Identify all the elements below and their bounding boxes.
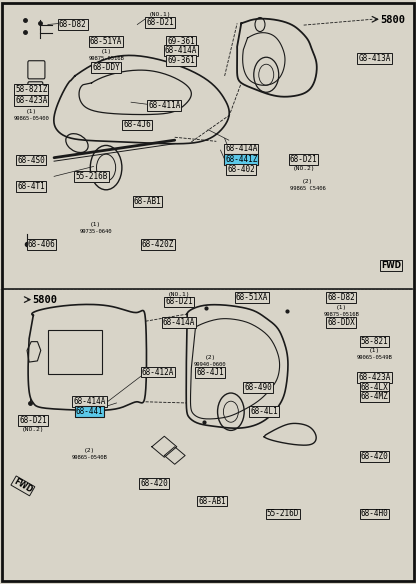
Text: 68-4L1: 68-4L1	[250, 407, 278, 416]
Text: 5800: 5800	[32, 295, 57, 305]
Text: (NO.2): (NO.2)	[22, 427, 45, 432]
Text: 68-D21: 68-D21	[290, 155, 317, 164]
Text: 68-4J6: 68-4J6	[124, 120, 151, 130]
Text: (1): (1)	[369, 349, 380, 353]
Text: 69-361: 69-361	[167, 55, 195, 65]
Text: FWD: FWD	[381, 261, 401, 270]
Text: 68-406: 68-406	[28, 239, 55, 249]
FancyBboxPatch shape	[28, 82, 43, 98]
Text: (NO.2): (NO.2)	[292, 166, 315, 171]
Text: 68-AB1: 68-AB1	[198, 496, 226, 506]
Text: (2): (2)	[302, 179, 314, 183]
Text: 68-D82: 68-D82	[59, 20, 87, 29]
Text: 68-441Z: 68-441Z	[225, 155, 258, 164]
Text: (1): (1)	[90, 223, 102, 227]
Text: 99735-0640: 99735-0640	[79, 230, 112, 234]
Text: 68-414A: 68-414A	[225, 144, 258, 154]
Text: 68-420Z: 68-420Z	[142, 239, 174, 249]
Text: 68-423A: 68-423A	[358, 373, 391, 383]
Text: 68-51XA: 68-51XA	[235, 293, 268, 303]
Text: 68-4MZ: 68-4MZ	[361, 392, 388, 401]
Text: 68-411A: 68-411A	[148, 100, 181, 110]
Text: 68-51YA: 68-51YA	[90, 37, 122, 46]
Text: 99875-0516B: 99875-0516B	[88, 56, 124, 61]
Text: (1): (1)	[100, 49, 112, 54]
Text: 68-D82: 68-D82	[327, 293, 355, 303]
Text: (1): (1)	[25, 109, 37, 114]
Text: 68-4LX: 68-4LX	[361, 383, 388, 392]
Text: (NO.1): (NO.1)	[168, 293, 190, 297]
Text: FWD: FWD	[12, 477, 34, 495]
Text: 68-423A: 68-423A	[15, 96, 47, 105]
Text: 68-412A: 68-412A	[142, 367, 174, 377]
Text: 55-216B: 55-216B	[75, 172, 108, 181]
Text: 68-490: 68-490	[244, 383, 272, 392]
Text: 99865-0540B: 99865-0540B	[72, 456, 107, 460]
Text: 68-4T1: 68-4T1	[17, 182, 45, 191]
Text: 68-DDX: 68-DDX	[327, 318, 355, 327]
Text: 99940-0600: 99940-0600	[194, 362, 226, 367]
Text: 68-4H0: 68-4H0	[361, 509, 388, 519]
Text: 68-414A: 68-414A	[165, 46, 197, 55]
Text: 58-821Z: 58-821Z	[15, 85, 47, 94]
Text: 5800: 5800	[381, 15, 406, 25]
Text: 68-4J1: 68-4J1	[196, 368, 224, 377]
Text: 68-D21: 68-D21	[20, 416, 47, 425]
Text: 68-4S0: 68-4S0	[17, 155, 45, 165]
Text: G8-413A: G8-413A	[358, 54, 391, 63]
Text: (NO.1): (NO.1)	[149, 12, 171, 17]
Text: 68-AB1: 68-AB1	[134, 197, 161, 206]
Text: 68-420: 68-420	[140, 479, 168, 488]
Text: 99875-0516B: 99875-0516B	[323, 312, 359, 317]
Text: 99865 C5406: 99865 C5406	[290, 186, 326, 190]
Text: 99865-05400: 99865-05400	[13, 116, 49, 121]
Text: 68-441: 68-441	[76, 407, 103, 416]
Text: 68-DDY: 68-DDY	[92, 63, 120, 72]
Text: 68-402: 68-402	[228, 165, 255, 174]
Text: 68-D21: 68-D21	[165, 297, 193, 307]
Text: (1): (1)	[335, 305, 347, 310]
Text: 99065-0549B: 99065-0549B	[357, 356, 392, 360]
Text: 68-414A: 68-414A	[73, 397, 106, 406]
Text: (2): (2)	[204, 355, 216, 360]
Text: 68-D21: 68-D21	[146, 18, 174, 27]
Text: 69-361: 69-361	[167, 37, 195, 46]
Text: (2): (2)	[84, 449, 95, 453]
Text: 68-414A: 68-414A	[163, 318, 195, 327]
FancyBboxPatch shape	[28, 61, 45, 79]
Text: 68-4Z0: 68-4Z0	[361, 452, 388, 461]
Text: 58-821: 58-821	[361, 337, 388, 346]
Text: 55-216D: 55-216D	[267, 509, 299, 519]
